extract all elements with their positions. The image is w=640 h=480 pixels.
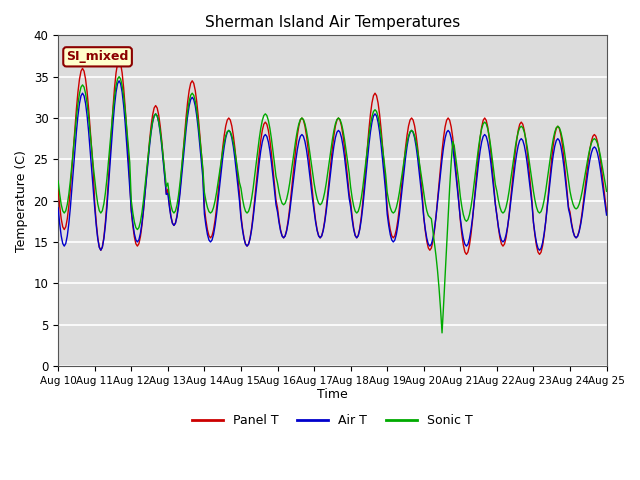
X-axis label: Time: Time — [317, 388, 348, 401]
Title: Sherman Island Air Temperatures: Sherman Island Air Temperatures — [205, 15, 460, 30]
Text: SI_mixed: SI_mixed — [67, 50, 129, 63]
Legend: Panel T, Air T, Sonic T: Panel T, Air T, Sonic T — [187, 409, 478, 432]
Y-axis label: Temperature (C): Temperature (C) — [15, 150, 28, 252]
